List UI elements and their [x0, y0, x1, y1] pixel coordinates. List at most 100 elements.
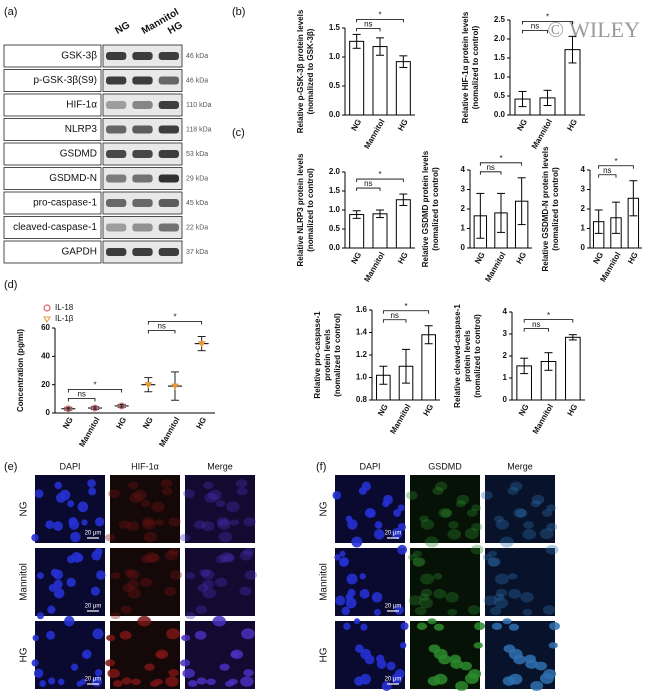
- error-bar: [517, 177, 526, 226]
- nucleus: [107, 668, 120, 679]
- nucleus: [525, 659, 538, 669]
- nucleus: [53, 587, 65, 599]
- nucleus: [182, 668, 195, 679]
- nucleus: [464, 528, 479, 540]
- nucleus: [427, 618, 437, 625]
- bar: [565, 336, 581, 401]
- bar: [349, 214, 365, 249]
- protein-label: GSDMD: [60, 149, 97, 160]
- error-bar: [352, 33, 361, 49]
- y-tick-label: 1.2: [356, 350, 368, 359]
- y-tick-label: 2.0: [494, 34, 506, 43]
- nucleus: [151, 501, 165, 513]
- column-header: HIF-1α: [131, 461, 159, 471]
- nucleus: [455, 680, 469, 691]
- nucleus: [243, 669, 254, 677]
- nucleus: [206, 678, 216, 686]
- y-axis-label: (nomalized to control): [471, 25, 480, 109]
- nucleus: [201, 521, 215, 532]
- nucleus: [438, 507, 452, 518]
- nucleus: [48, 677, 56, 685]
- size-label: 29 kDa: [186, 175, 208, 182]
- scale-bar-label: 20 μm: [385, 604, 402, 610]
- row-label: Mannitol: [19, 563, 30, 601]
- significance-bracket: [523, 319, 574, 323]
- y-tick-label: 0.0: [329, 243, 341, 252]
- nucleus: [424, 536, 439, 548]
- y-tick-label: 3: [461, 185, 466, 194]
- y-tick-label: 2.0: [329, 167, 341, 176]
- error-bar: [568, 334, 577, 341]
- error-bar: [399, 193, 408, 206]
- error-bar: [376, 209, 384, 219]
- nucleus: [345, 597, 357, 609]
- nucleus: [359, 573, 366, 580]
- significance-bracket: [598, 174, 617, 178]
- y-axis-label: Relative HIF-1α protein levels: [461, 11, 470, 123]
- scale-bar-label: 20 μm: [85, 604, 102, 610]
- nucleus: [165, 676, 179, 687]
- blot-label-box: [3, 93, 102, 117]
- y-axis-label: protein levels: [323, 329, 332, 381]
- nucleus: [523, 521, 534, 529]
- nucleus: [118, 520, 131, 529]
- nucleus: [47, 605, 56, 614]
- nucleus: [502, 676, 516, 686]
- error-bar: [352, 210, 361, 219]
- nucleus: [126, 521, 140, 532]
- significance-bracket: [598, 165, 634, 169]
- blot-label-box: [3, 118, 102, 141]
- scale-bar-label: 20 μm: [85, 531, 102, 537]
- nucleus: [474, 622, 486, 631]
- bar: [372, 46, 388, 116]
- nucleus: [122, 584, 133, 592]
- blot-label-box: [3, 240, 102, 264]
- x-tick-label: Mannitol: [483, 251, 507, 284]
- nucleus: [131, 678, 141, 686]
- nucleus: [215, 500, 226, 508]
- significance-bracket: [356, 27, 381, 32]
- marker: [171, 383, 179, 391]
- nucleus: [240, 676, 254, 687]
- panel-label: (c): [232, 127, 245, 139]
- significance-label: ns: [77, 390, 85, 399]
- protein-label: cleaved-caspase-1: [13, 222, 97, 233]
- y-axis-label: (nomalized to control): [333, 313, 342, 397]
- y-tick-label: 0: [581, 243, 586, 252]
- significance-bracket: [356, 187, 381, 192]
- nucleus: [502, 618, 512, 625]
- y-axis-label: Relative p-GSK-3β protein levels: [296, 9, 305, 133]
- nucleus: [137, 615, 152, 627]
- nucleus: [37, 572, 44, 580]
- nucleus: [95, 517, 105, 527]
- nucleus: [31, 659, 39, 667]
- nucleus: [106, 634, 116, 642]
- panel-label: (b): [232, 6, 245, 18]
- nucleus: [450, 659, 463, 669]
- nucleus: [168, 669, 179, 677]
- nucleus: [204, 492, 218, 503]
- nucleus: [351, 536, 363, 548]
- nucleus: [144, 552, 159, 563]
- micrograph: [110, 548, 180, 616]
- nucleus: [127, 587, 141, 599]
- y-tick-label: 1: [581, 224, 586, 233]
- significance-bracket: [479, 162, 523, 166]
- nucleus: [59, 489, 71, 501]
- protein-label: p-GSK-3β(S9): [33, 75, 97, 86]
- nucleus: [494, 597, 509, 609]
- significance-bracket: [67, 398, 96, 402]
- nucleus: [435, 481, 448, 491]
- blot-label-box: [3, 191, 102, 215]
- significance-label: *: [378, 10, 381, 19]
- error-bar: [612, 201, 620, 234]
- blot-band: [158, 76, 179, 85]
- size-label: 53 kDa: [186, 151, 208, 158]
- nucleus: [494, 515, 504, 523]
- y-tick-label: 0: [46, 408, 51, 417]
- bar: [395, 61, 411, 116]
- nucleus: [539, 528, 554, 540]
- y-tick-label: 0.5: [329, 224, 341, 233]
- error-bar: [594, 209, 603, 234]
- significance-bracket: [147, 330, 176, 334]
